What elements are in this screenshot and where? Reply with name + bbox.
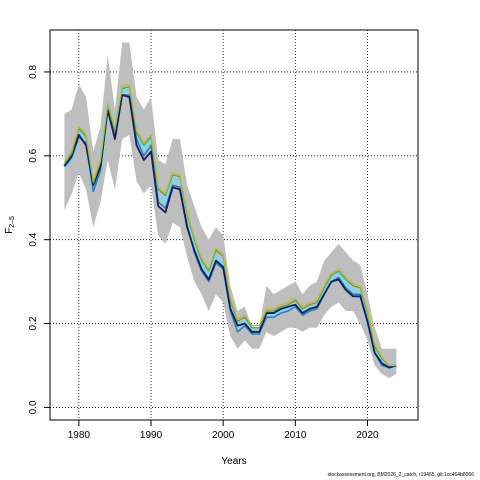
y-tick-label: 0.0 <box>28 400 39 414</box>
x-axis-title: Years <box>221 456 246 467</box>
x-tick-label: 1980 <box>68 430 91 441</box>
y-axis-title-subscript: 2–5 <box>9 216 16 228</box>
x-tick-label: 2020 <box>356 430 379 441</box>
x-tick-label: 1990 <box>140 430 163 441</box>
footer-source-text: stockassessment.org, BM2026_2_catch, r19… <box>327 472 474 478</box>
y-axis: 0.0 0.2 0.4 0.6 0.8 <box>28 65 51 414</box>
y-axis-title-base: F <box>4 228 15 234</box>
x-axis: 1980 1990 2000 2010 2020 <box>68 419 379 441</box>
y-tick-label: 0.2 <box>28 316 39 330</box>
series-line-3 <box>63 94 397 369</box>
confidence-band-area <box>64 42 397 379</box>
y-tick-label: 0.8 <box>28 65 39 79</box>
y-tick-label: 0.4 <box>28 232 39 246</box>
grid <box>50 30 418 420</box>
y-tick-label: 0.6 <box>28 148 39 162</box>
x-tick-label: 2010 <box>284 430 307 441</box>
confidence-band <box>64 42 397 379</box>
x-tick-label: 2000 <box>212 430 235 441</box>
series-lines <box>62 83 397 370</box>
series-line-5 <box>63 83 397 367</box>
y-axis-title: F2–5 <box>4 216 16 234</box>
